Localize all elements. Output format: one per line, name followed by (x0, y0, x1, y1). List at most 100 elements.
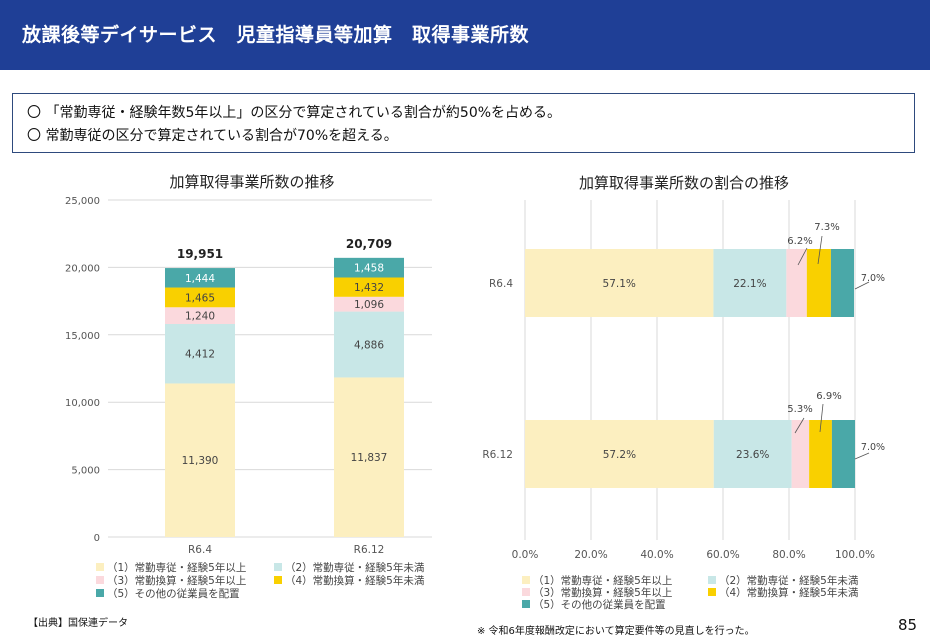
legend-item: （5）その他の従業員を配置 (522, 599, 666, 612)
summary-line-2: 〇 常勤専従の区分で算定されている割合が70%を超える。 (27, 128, 398, 144)
legend-item: （4）常勤換算・経験5年未満 (274, 575, 424, 588)
left-bar-segment (334, 296, 404, 312)
left-data-label: 1,458 (354, 263, 384, 275)
left-data-label: 11,390 (182, 455, 219, 467)
legend-item: （3）常勤換算・経験5年以上 (96, 575, 246, 588)
right-category-label: R6.4 (489, 278, 513, 290)
left-ytick-label: 25,000 (65, 196, 100, 207)
right-data-label: 57.2% (603, 449, 636, 461)
right-data-label: 5.3% (787, 404, 812, 415)
legend-item: （5）その他の従業員を配置 (96, 588, 240, 601)
right-data-label: 22.1% (733, 278, 766, 290)
left-bar-segment (165, 287, 235, 308)
left-data-label: 1,096 (354, 299, 384, 311)
right-bar-segment (830, 249, 855, 317)
left-bar-segment (165, 323, 235, 384)
right-data-label: 6.2% (787, 236, 812, 247)
legend-swatch (522, 588, 530, 596)
right-bar-segment (713, 249, 787, 317)
left-chart-title: 加算取得事業所数の推移 (169, 173, 334, 191)
legend-swatch (708, 588, 716, 596)
right-data-label: 7.0% (861, 273, 885, 284)
legend-label: （1）常勤専従・経験5年以上 (107, 562, 247, 574)
left-ytick-label: 10,000 (65, 398, 100, 409)
left-data-label: 4,412 (185, 349, 215, 361)
callout-leader (854, 281, 870, 290)
left-bar-segment (334, 311, 404, 378)
callout-leader (854, 452, 870, 460)
callout-leader (797, 247, 808, 266)
legend-item: （1）常勤専従・経験5年以上 (96, 562, 246, 575)
legend-item: （3）常勤換算・経験5年以上 (522, 587, 672, 600)
page-title: 放課後等デイサービス 児童指導員等加算 取得事業所数 (22, 24, 530, 46)
left-bar-segment (334, 257, 404, 278)
right-bar-segment (791, 420, 810, 488)
right-bar-segment (809, 420, 832, 488)
right-data-label: 23.6% (736, 449, 769, 461)
summary-line-1: 〇 「常勤専従・経験年数5年以上」の区分で算定されている割合が約50%を占める。 (27, 105, 562, 121)
left-bar-segment (165, 383, 235, 537)
legend-label: （2）常勤専従・経験5年未満 (285, 562, 425, 574)
right-xtick-label: 60.0% (706, 549, 739, 561)
legend-label: （2）常勤専従・経験5年未満 (719, 575, 859, 587)
right-xtick-label: 20.0% (574, 549, 607, 561)
right-data-label: 6.9% (816, 391, 841, 402)
legend-item: （1）常勤専従・経験5年以上 (522, 575, 672, 588)
left-ytick-label: 5,000 (71, 466, 100, 477)
legend-item: （4）常勤換算・経験5年未満 (708, 587, 858, 600)
source-note: 【出典】国保連データ (28, 618, 128, 629)
right-data-label: 7.3% (814, 222, 839, 233)
left-ytick-label: 0 (94, 533, 100, 544)
left-bar-segment (165, 268, 235, 288)
left-bar-segment (334, 377, 404, 537)
legend-swatch (274, 576, 282, 584)
legend-label: （5）その他の従業員を配置 (533, 599, 666, 611)
right-xtick-label: 40.0% (640, 549, 673, 561)
legend-label: （1）常勤専従・経験5年以上 (533, 575, 673, 587)
left-data-label: 1,465 (185, 292, 215, 304)
right-data-label: 57.1% (603, 278, 636, 290)
legend-swatch (96, 589, 104, 597)
right-xtick-label: 80.0% (772, 549, 805, 561)
left-ytick-label: 15,000 (65, 331, 100, 342)
legend-label: （3）常勤換算・経験5年以上 (533, 587, 673, 599)
legend-swatch (96, 576, 104, 584)
left-category-label: R6.12 (354, 544, 385, 556)
summary-box: 〇 「常勤専従・経験年数5年以上」の区分で算定されている割合が約50%を占める。… (12, 93, 915, 153)
right-bar-segment (713, 420, 792, 488)
left-bar-segment (334, 277, 404, 297)
right-xtick-label: 0.0% (512, 549, 539, 561)
legend-swatch (96, 563, 104, 571)
left-category-label: R6.4 (188, 544, 212, 556)
legend-label: （5）その他の従業員を配置 (107, 588, 240, 600)
left-data-label: 11,837 (351, 452, 388, 464)
right-xtick-label: 100.0% (835, 549, 875, 561)
legend-swatch (274, 563, 282, 571)
left-ytick-label: 20,000 (65, 263, 100, 274)
right-category-label: R6.12 (482, 449, 513, 461)
legend-swatch (522, 600, 530, 608)
right-chart-title: 加算取得事業所数の割合の推移 (579, 174, 789, 192)
callout-leader (794, 417, 805, 434)
legend-label: （4）常勤換算・経験5年未満 (719, 587, 859, 599)
legend-swatch (708, 576, 716, 584)
right-data-label: 7.0% (861, 442, 885, 453)
legend-label: （4）常勤換算・経験5年未満 (285, 575, 425, 587)
legend-swatch (522, 576, 530, 584)
left-total-label: 19,951 (177, 247, 223, 261)
legend-label: （3）常勤換算・経験5年以上 (107, 575, 247, 587)
left-data-label: 4,886 (354, 340, 384, 352)
callout-leader (817, 235, 823, 265)
right-bar-segment (786, 249, 807, 317)
left-total-label: 20,709 (346, 237, 392, 251)
right-bar-segment (525, 249, 714, 317)
footnote: ※ 令和6年度報酬改定において算定要件等の見直しを行った。 (477, 626, 755, 637)
left-bar-segment (165, 307, 235, 324)
header-bar: 放課後等デイサービス 児童指導員等加算 取得事業所数 (0, 0, 930, 70)
left-data-label: 1,444 (185, 273, 215, 285)
callout-leader (819, 403, 824, 433)
left-data-label: 1,240 (185, 311, 215, 323)
right-bar-segment (831, 420, 855, 488)
right-bar-segment (525, 420, 714, 488)
